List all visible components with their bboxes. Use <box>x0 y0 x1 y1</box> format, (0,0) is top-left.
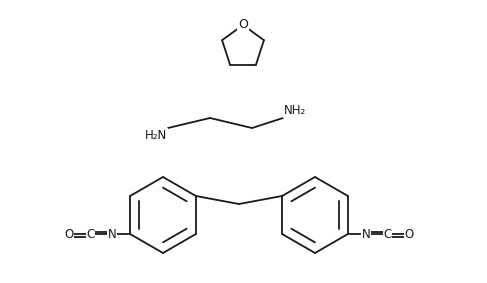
Text: O: O <box>405 228 414 241</box>
Text: N: N <box>361 228 370 241</box>
Text: O: O <box>64 228 74 241</box>
Text: N: N <box>108 228 116 241</box>
Text: NH₂: NH₂ <box>284 104 306 117</box>
Text: C: C <box>383 228 392 241</box>
Text: H₂N: H₂N <box>145 129 167 142</box>
Text: C: C <box>86 228 94 241</box>
Text: O: O <box>238 18 248 31</box>
